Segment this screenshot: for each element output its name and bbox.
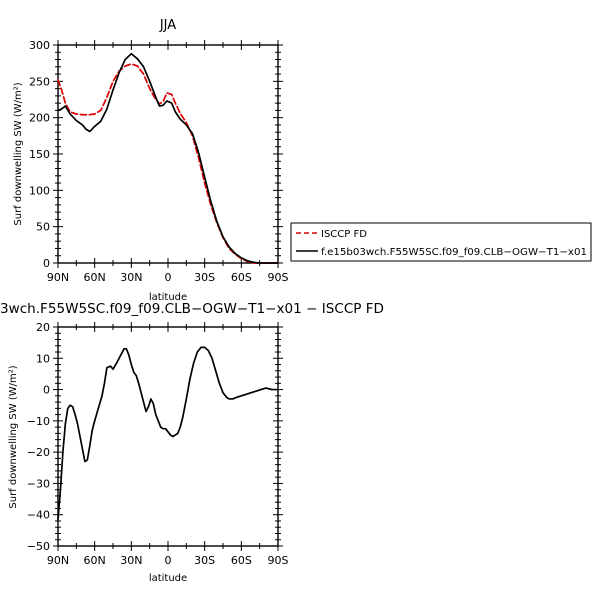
y-tick-label: −40 — [27, 509, 50, 522]
y-tick-label: 300 — [29, 39, 50, 52]
x-tick-label: 30N — [120, 271, 142, 284]
y-tick-label: 50 — [36, 221, 50, 234]
legend-label-isccp: ISCCP FD — [321, 229, 367, 240]
y-tick-label: 0 — [43, 257, 50, 270]
y-tick-label: 200 — [29, 112, 50, 125]
top-panel-frame — [57, 44, 279, 264]
top-panel: JJA 90N 60N 30N 0 30S 60S 90S 0 50 100 150 200 250 3… — [13, 18, 289, 303]
y-tick-label: 0 — [43, 384, 50, 397]
y-tick-label: −10 — [27, 415, 50, 428]
series-line-1 — [57, 52, 279, 264]
x-tick-label: 90S — [268, 271, 289, 284]
x-tick-label: 30S — [194, 554, 215, 567]
x-tick-label: 90S — [268, 554, 289, 567]
x-tick-label: 0 — [165, 271, 172, 284]
legend: ISCCP FD f.e15b03wch.F55W5SC.f09_f09.CLB… — [290, 222, 592, 262]
bottom-panel-title: 3wch.F55W5SC.f09_f09.CLB−OGW−T1−x01 − IS… — [0, 302, 384, 317]
bottom-panel: 3wch.F55W5SC.f09_f09.CLB−OGW−T1−x01 − IS… — [0, 302, 384, 584]
legend-label-model: f.e15b03wch.F55W5SC.f09_f09.CLB−OGW−T1−x… — [321, 247, 587, 258]
legend-box — [290, 222, 592, 262]
top-panel-xlabel: latitude — [149, 292, 187, 303]
bottom-panel-ylabel: Surf downwelling SW (W/m²) — [8, 365, 19, 508]
x-tick-label: 30S — [194, 271, 215, 284]
y-tick-label: 150 — [29, 148, 50, 161]
y-tick-label: 10 — [36, 352, 50, 365]
y-tick-label: −20 — [27, 446, 50, 459]
series-line-0 — [57, 346, 279, 521]
y-tick-label: −30 — [27, 477, 50, 490]
y-tick-label: 100 — [29, 184, 50, 197]
x-tick-label: 60N — [84, 554, 106, 567]
top-panel-ylabel: Surf downwelling SW (W/m²) — [13, 82, 24, 225]
y-tick-label: −50 — [27, 540, 50, 553]
x-tick-label: 90N — [47, 271, 69, 284]
x-tick-label: 60S — [231, 271, 252, 284]
y-tick-label: 250 — [29, 75, 50, 88]
bottom-panel-xlabel: latitude — [149, 573, 187, 584]
series-line-0 — [57, 63, 279, 264]
x-tick-label: 30N — [120, 554, 142, 567]
y-tick-label: 20 — [36, 321, 50, 334]
x-tick-label: 0 — [165, 554, 172, 567]
x-tick-label: 60N — [84, 271, 106, 284]
x-tick-label: 60S — [231, 554, 252, 567]
top-panel-title: JJA — [159, 18, 176, 33]
x-tick-label: 90N — [47, 554, 69, 567]
